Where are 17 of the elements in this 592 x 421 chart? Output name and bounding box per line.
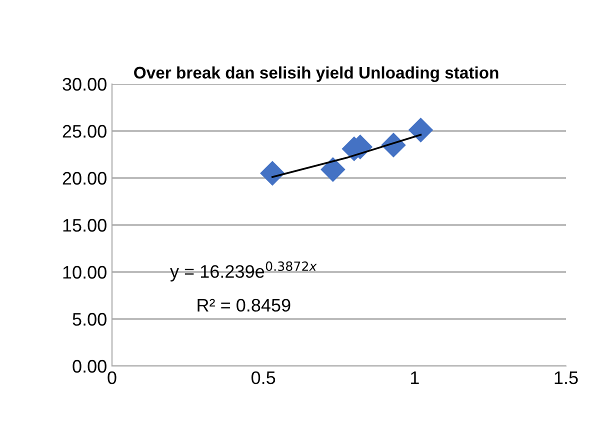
y-tick-label: 25.00	[62, 124, 106, 138]
x-tick-label: 0	[108, 371, 116, 384]
chart-title: Over break dan selisih yield Unloading station	[134, 66, 498, 82]
y-tick-label: 30.00	[62, 78, 106, 91]
y-tick-label: 10.00	[63, 266, 106, 279]
annotation: R² = 0.8459	[198, 298, 290, 312]
x-tick-label: 1.5	[554, 372, 578, 384]
point	[260, 160, 285, 186]
x-tick-label: 0.5	[251, 371, 276, 384]
y-tick-label: 0.00	[72, 360, 106, 373]
point	[320, 157, 346, 182]
y-tick-label: 20.00	[62, 172, 106, 185]
y-tick-label: 5.00	[72, 312, 106, 326]
point	[408, 118, 434, 142]
x-tick-label: 1	[411, 372, 419, 384]
annotation: y = 16.239e$^{0.3872x}$	[170, 261, 317, 282]
y-tick-label: 15.00	[63, 218, 106, 232]
